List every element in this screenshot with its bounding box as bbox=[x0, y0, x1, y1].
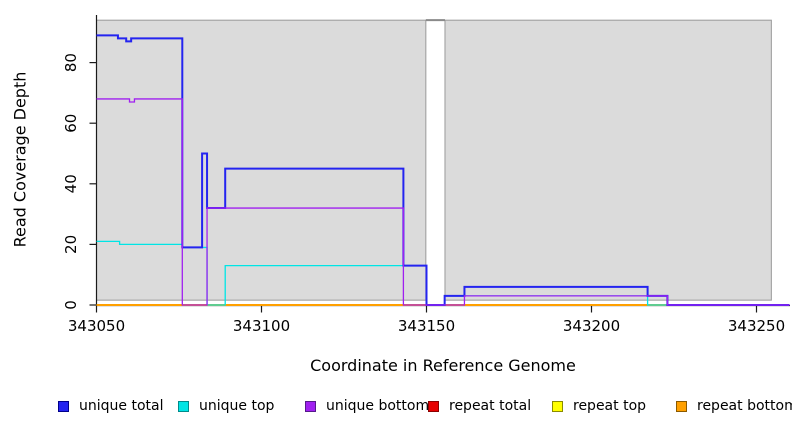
unique-top-swatch-icon bbox=[178, 400, 189, 412]
series-unique-bottom bbox=[96, 98, 790, 306]
legend-item-unique-top: unique top bbox=[178, 396, 274, 416]
background-region bbox=[96, 19, 427, 301]
unique-bottom-swatch-icon bbox=[305, 400, 316, 412]
background-region bbox=[444, 19, 772, 301]
legend-item-repeat-total: repeat total bbox=[428, 396, 531, 416]
legend-label: unique top bbox=[199, 398, 275, 414]
legend-label: repeat total bbox=[449, 398, 532, 414]
x-tick-label: 343050 bbox=[68, 317, 125, 335]
repeat-top-swatch-icon bbox=[552, 400, 563, 412]
y-tick-label: 60 bbox=[62, 114, 80, 133]
legend-label: unique bottom bbox=[326, 398, 430, 414]
legend-item-unique-total: unique total bbox=[58, 396, 163, 416]
x-tick-label: 343200 bbox=[563, 317, 620, 335]
series-unique-total bbox=[96, 34, 790, 306]
unique-total-swatch-icon bbox=[58, 400, 69, 412]
legend: unique total unique top unique bottom re… bbox=[0, 396, 792, 420]
x-tick-label: 343250 bbox=[728, 317, 785, 335]
legend-label: unique total bbox=[79, 398, 164, 414]
y-tick-label: 0 bbox=[62, 300, 80, 310]
legend-label: repeat top bbox=[573, 398, 647, 414]
legend-item-repeat-top: repeat top bbox=[552, 396, 646, 416]
y-tick-label: 80 bbox=[62, 53, 80, 72]
legend-item-repeat-bottom: repeat bottom bbox=[676, 396, 792, 416]
legend-label: repeat bottom bbox=[697, 398, 792, 414]
x-tick-label: 343150 bbox=[398, 317, 455, 335]
x-axis-title: Coordinate in Reference Genome bbox=[310, 356, 576, 375]
legend-item-unique-bottom: unique bottom bbox=[305, 396, 429, 416]
repeat-bottom-swatch-icon bbox=[676, 400, 687, 412]
y-axis-title: Read Coverage Depth bbox=[10, 71, 30, 248]
x-tick-label: 343100 bbox=[233, 317, 290, 335]
repeat-total-swatch-icon bbox=[428, 400, 439, 412]
y-tick-label: 40 bbox=[62, 174, 80, 193]
y-tick-label: 20 bbox=[62, 235, 80, 254]
plot-area: 343050 343100 343150 343200 343250 0 20 40 60 80 bbox=[62, 15, 790, 335]
